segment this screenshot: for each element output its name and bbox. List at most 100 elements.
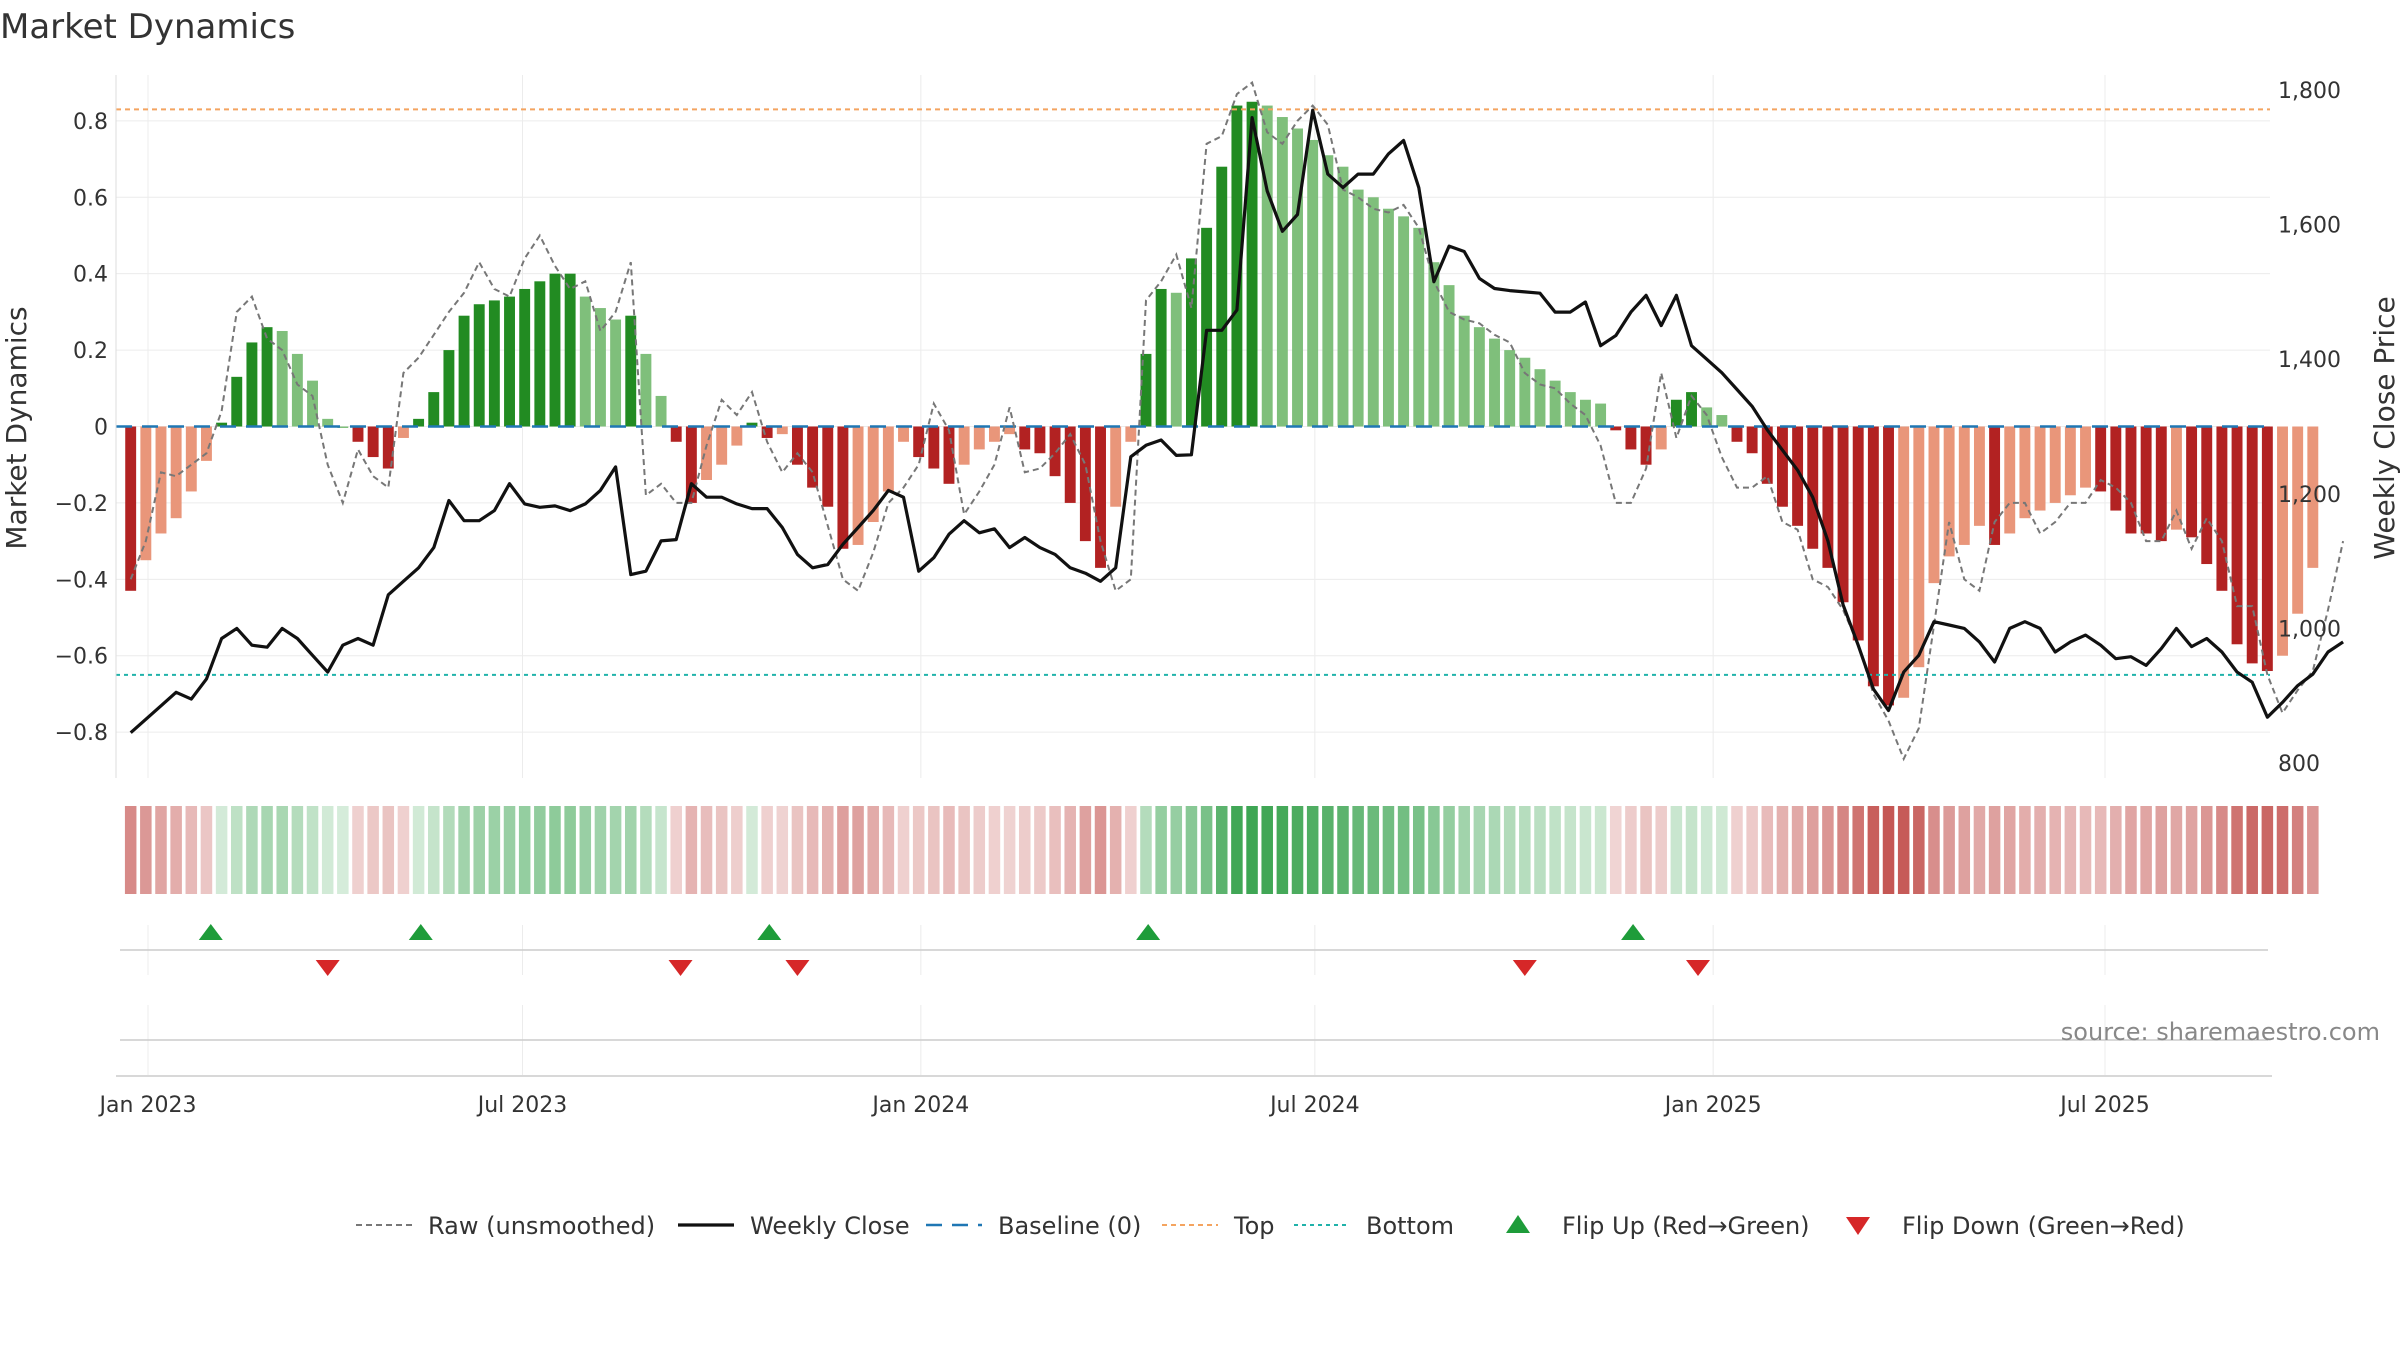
bar — [1519, 357, 1531, 427]
bar — [352, 426, 364, 442]
heat-cell — [1837, 806, 1849, 894]
bar — [504, 296, 515, 427]
heat-cell — [2261, 806, 2274, 894]
bar — [1292, 128, 1303, 427]
bar — [670, 426, 682, 442]
bar — [200, 426, 212, 461]
bar — [1185, 258, 1197, 427]
bar — [640, 353, 652, 427]
heat-cell — [2110, 806, 2122, 894]
heat-cell — [2125, 806, 2137, 894]
heat-cell — [1246, 806, 1258, 894]
bar — [1155, 288, 1167, 427]
bar — [2034, 426, 2046, 511]
bar — [1973, 426, 1985, 526]
bar — [2307, 426, 2319, 568]
heat-cell — [988, 806, 1001, 894]
bar — [579, 296, 591, 427]
bar — [807, 426, 819, 488]
bar — [958, 426, 970, 465]
bar — [443, 350, 455, 427]
bar — [2231, 426, 2243, 645]
flip-down-marker — [1512, 960, 1537, 976]
heat-cell — [1867, 806, 1880, 894]
bar — [898, 426, 909, 442]
source-label: source: sharemaestro.com — [2061, 1018, 2380, 1046]
heat-cell — [1003, 806, 1016, 894]
bar — [2064, 426, 2076, 496]
bar — [170, 426, 182, 519]
heat-cell — [534, 806, 546, 894]
heat-cell — [2200, 806, 2213, 894]
heat-cell — [685, 806, 698, 894]
heat-cell — [2276, 806, 2289, 894]
heat-cell — [1079, 806, 1092, 894]
bar — [519, 288, 531, 427]
bar — [1261, 105, 1273, 427]
bar — [1458, 315, 1470, 427]
bar — [973, 426, 985, 450]
bar — [1049, 426, 1061, 477]
heat-cell — [2079, 806, 2092, 894]
bar — [2277, 426, 2288, 656]
heat-cell — [321, 806, 334, 894]
bar — [1095, 426, 1106, 568]
heat-cell — [806, 806, 819, 894]
bar — [1898, 426, 1910, 698]
heat-cell — [215, 806, 228, 894]
legend: Raw (unsmoothed) Weekly Close Baseline (0)… — [356, 1212, 2185, 1240]
bar — [776, 426, 788, 435]
bar — [1367, 197, 1379, 427]
bar — [2110, 426, 2122, 511]
heat-cell — [518, 806, 531, 894]
y-tick-label: −0.6 — [55, 645, 108, 670]
bar — [1398, 216, 1410, 427]
bar — [458, 315, 470, 427]
heat-cell — [1488, 806, 1501, 894]
heat-cell — [1609, 806, 1622, 894]
bar — [1246, 101, 1258, 427]
y-tick-label: 0.8 — [73, 110, 108, 135]
bar — [1746, 426, 1758, 454]
bar — [2125, 426, 2137, 534]
heat-cell — [382, 806, 395, 894]
bar — [382, 426, 394, 469]
bar — [1201, 227, 1213, 427]
bar — [1443, 285, 1455, 427]
heat-cell — [488, 806, 501, 894]
bar — [155, 426, 167, 534]
bar — [2292, 426, 2304, 614]
heat-cell — [230, 806, 243, 894]
bar — [913, 426, 925, 458]
y-axis-title: Market Dynamics — [0, 306, 33, 549]
raw-series-line — [129, 80, 2345, 762]
bar — [1928, 426, 1940, 584]
bar — [246, 342, 258, 427]
y-tick-label: −0.2 — [55, 492, 108, 517]
heat-cell — [473, 806, 485, 894]
y-tick-label: 0.4 — [73, 263, 108, 288]
bar — [1019, 426, 1031, 450]
y-tick-label: 0 — [94, 416, 108, 441]
bar — [2261, 426, 2273, 672]
heat-cell — [1170, 806, 1183, 894]
bar — [1534, 369, 1546, 427]
heat-cell — [1276, 806, 1289, 894]
flip-down-marker — [785, 960, 810, 976]
bar — [216, 422, 228, 427]
bar — [837, 426, 849, 549]
heat-cell — [2155, 806, 2168, 894]
bar — [1382, 208, 1394, 427]
heat-cell — [1367, 806, 1380, 894]
bar — [716, 426, 728, 465]
x-tick-label: Jan 2025 — [1663, 1093, 1762, 1118]
heat-cell — [776, 806, 789, 894]
grid — [116, 75, 2270, 1075]
heat-cell — [1185, 806, 1198, 894]
y2-tick-label: 1,400 — [2278, 348, 2341, 373]
bar — [2080, 426, 2091, 488]
heat-cell — [1397, 806, 1410, 894]
heat-cell — [155, 806, 167, 894]
heat-cell — [1913, 806, 1925, 894]
heat-cell — [837, 806, 849, 894]
